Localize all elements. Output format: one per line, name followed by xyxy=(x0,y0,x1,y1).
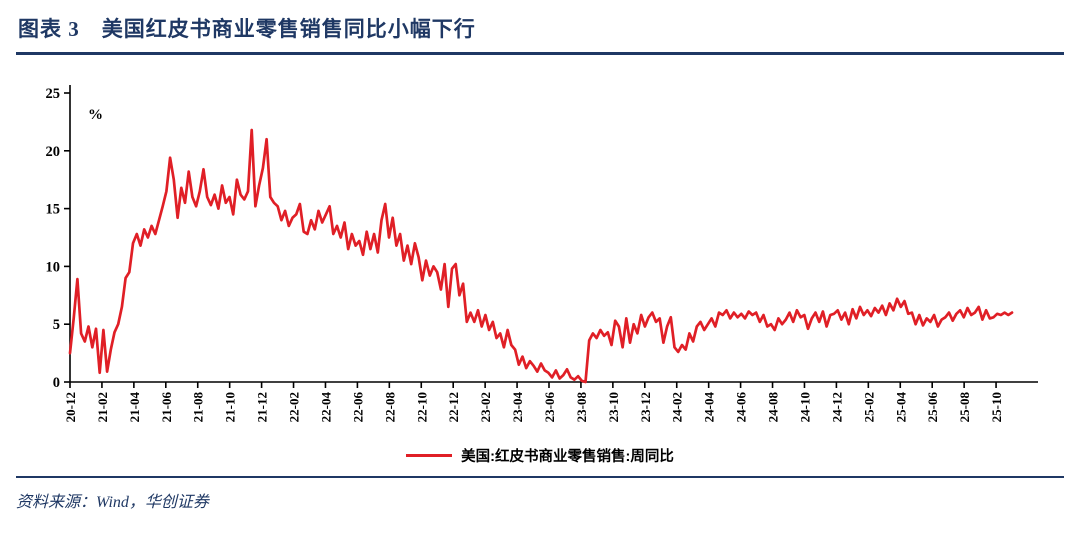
svg-text:22-12: 22-12 xyxy=(446,392,461,422)
svg-text:24-02: 24-02 xyxy=(670,392,685,422)
figure-title: 图表 3 美国红皮书商业零售销售同比小幅下行 xyxy=(18,17,476,41)
svg-text:25-10: 25-10 xyxy=(989,392,1004,422)
svg-text:24-12: 24-12 xyxy=(829,392,844,422)
svg-text:23-04: 23-04 xyxy=(510,392,525,423)
svg-text:0: 0 xyxy=(53,375,60,391)
series-line xyxy=(68,128,1014,384)
svg-text:24-08: 24-08 xyxy=(766,392,781,423)
svg-text:25-08: 25-08 xyxy=(957,392,972,423)
svg-text:21-10: 21-10 xyxy=(223,392,238,422)
svg-text:22-08: 22-08 xyxy=(382,392,397,423)
svg-text:22-10: 22-10 xyxy=(414,392,429,422)
chart-canvas: 0 5 10 15 20 25% 20-12 21-02 21-04 21-06 21-08 21-1… xyxy=(46,85,1038,423)
svg-text:25: 25 xyxy=(46,86,61,102)
svg-text:20-12: 20-12 xyxy=(63,392,78,422)
legend-line-swatch xyxy=(406,454,453,457)
legend-label: 美国:红皮书商业零售销售:周同比 xyxy=(461,449,674,465)
svg-text:20: 20 xyxy=(46,144,61,160)
svg-text:22-04: 22-04 xyxy=(318,392,333,423)
svg-text:21-04: 21-04 xyxy=(127,392,142,423)
svg-text:23-12: 23-12 xyxy=(638,392,653,422)
line-chart: 0 5 10 15 20 25% 20-12 21-02 21-04 21-06 21-08 21-1… xyxy=(16,75,1064,443)
svg-text:21-12: 21-12 xyxy=(255,392,270,422)
svg-text:22-06: 22-06 xyxy=(350,392,365,423)
svg-text:23-06: 23-06 xyxy=(542,392,557,423)
svg-text:21-06: 21-06 xyxy=(159,392,174,423)
svg-text:24-10: 24-10 xyxy=(797,392,812,422)
svg-text:10: 10 xyxy=(46,259,61,275)
svg-text:15: 15 xyxy=(46,202,61,218)
svg-text:23-10: 23-10 xyxy=(606,392,621,422)
svg-text:22-02: 22-02 xyxy=(287,392,302,422)
svg-text:23-02: 23-02 xyxy=(478,392,493,422)
svg-text:25-02: 25-02 xyxy=(861,392,876,422)
figure-header: 图表 3 美国红皮书商业零售销售同比小幅下行 xyxy=(16,0,1064,55)
svg-text:%: % xyxy=(88,107,103,123)
svg-text:25-06: 25-06 xyxy=(925,392,940,423)
svg-text:21-02: 21-02 xyxy=(95,392,110,422)
legend: 美国:红皮书商业零售销售:周同比 xyxy=(0,445,1080,466)
svg-text:5: 5 xyxy=(53,317,60,333)
source-note: 资料来源：Wind，华创证券 xyxy=(16,494,209,511)
svg-text:24-04: 24-04 xyxy=(702,392,717,423)
footer-divider xyxy=(16,476,1064,478)
svg-text:24-06: 24-06 xyxy=(734,392,749,423)
svg-text:21-08: 21-08 xyxy=(191,392,206,423)
svg-text:25-04: 25-04 xyxy=(893,392,908,423)
svg-text:23-08: 23-08 xyxy=(574,392,589,423)
